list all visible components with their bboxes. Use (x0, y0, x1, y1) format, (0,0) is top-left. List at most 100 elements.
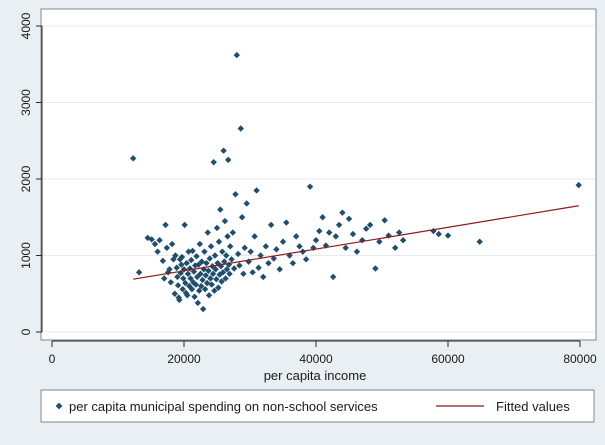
data-point (199, 305, 207, 313)
x-tick-label: 80000 (563, 352, 597, 366)
data-point (203, 259, 210, 267)
data-point (204, 229, 211, 236)
data-point (253, 187, 260, 194)
legend-label-scatter: per capita municipal spending on non-sch… (69, 399, 378, 414)
data-point (435, 230, 442, 238)
data-point (217, 206, 224, 213)
data-point (194, 299, 202, 307)
plot-area (40, 8, 597, 341)
data-point (223, 266, 231, 273)
data-point (220, 147, 227, 154)
data-point (179, 285, 186, 293)
data-point (255, 264, 262, 271)
data-point (159, 257, 167, 265)
data-point (283, 219, 290, 226)
data-point (392, 244, 399, 252)
data-point (201, 285, 209, 293)
data-point (289, 259, 297, 267)
data-point (247, 248, 254, 255)
data-point (202, 272, 209, 279)
legend: per capita municipal spending on non-sch… (55, 399, 570, 414)
data-point (345, 215, 353, 222)
data-point (249, 269, 256, 276)
data-point (207, 275, 214, 282)
data-point (181, 221, 188, 229)
data-point (176, 296, 183, 304)
x-tick-label: 20000 (167, 352, 201, 366)
data-point (151, 240, 159, 248)
data-point (180, 266, 188, 273)
data-point (167, 279, 174, 286)
data-point (236, 262, 243, 269)
data-point (349, 230, 357, 238)
data-point (148, 236, 155, 243)
data-point (135, 269, 143, 276)
data-point (212, 266, 219, 273)
data-point (210, 158, 217, 166)
data-point (209, 270, 217, 278)
data-point (296, 243, 303, 250)
data-point (170, 256, 177, 263)
legend-box (40, 389, 595, 423)
data-point (189, 247, 196, 255)
data-point (180, 275, 187, 282)
data-point (372, 265, 379, 272)
data-point (319, 214, 326, 221)
data-point (168, 240, 176, 248)
legend-marker-scatter (55, 402, 63, 410)
data-point (215, 238, 223, 245)
data-point (332, 233, 339, 240)
data-point (243, 200, 250, 207)
y-tick-label: 2000 (19, 165, 33, 192)
data-point (312, 237, 320, 244)
fitted-line (133, 205, 579, 280)
data-point (366, 221, 374, 229)
data-point (293, 233, 300, 240)
data-point (184, 270, 192, 278)
x-tick-label: 40000 (299, 352, 333, 366)
data-point (444, 232, 452, 239)
data-point (184, 292, 191, 299)
data-point (161, 275, 168, 282)
data-point (191, 293, 198, 301)
data-point (211, 287, 218, 294)
y-tick-label: 3000 (19, 89, 33, 116)
data-point (211, 252, 219, 259)
data-point (223, 252, 230, 259)
y-tick-label: 4000 (19, 12, 33, 39)
data-point (306, 183, 314, 190)
data-point (237, 125, 244, 132)
data-point (171, 290, 178, 297)
data-point (205, 292, 213, 299)
data-point (174, 273, 181, 281)
data-point (208, 281, 215, 288)
y-axis: 0 1000 2000 3000 4000 (19, 12, 43, 335)
data-point (221, 258, 228, 265)
data-point (172, 252, 179, 259)
scatter-points (129, 51, 582, 313)
data-point (279, 238, 287, 245)
data-point (221, 217, 229, 225)
y-tick-label: 1000 (19, 242, 33, 269)
fitted-line-segment (133, 205, 579, 280)
data-point (178, 261, 185, 268)
data-point (219, 269, 227, 276)
data-point (207, 243, 215, 250)
data-point (215, 284, 222, 291)
data-point (222, 275, 229, 282)
data-point (262, 243, 270, 250)
data-point (270, 255, 277, 262)
data-point (162, 221, 169, 229)
data-point (206, 255, 213, 262)
data-point (219, 248, 226, 255)
data-point (257, 252, 264, 259)
data-point (195, 287, 203, 294)
data-point (476, 238, 483, 245)
data-point (205, 267, 212, 274)
data-point (174, 282, 182, 289)
data-point (575, 181, 582, 189)
data-point (326, 229, 333, 236)
data-point (227, 243, 234, 250)
data-point (163, 244, 171, 252)
